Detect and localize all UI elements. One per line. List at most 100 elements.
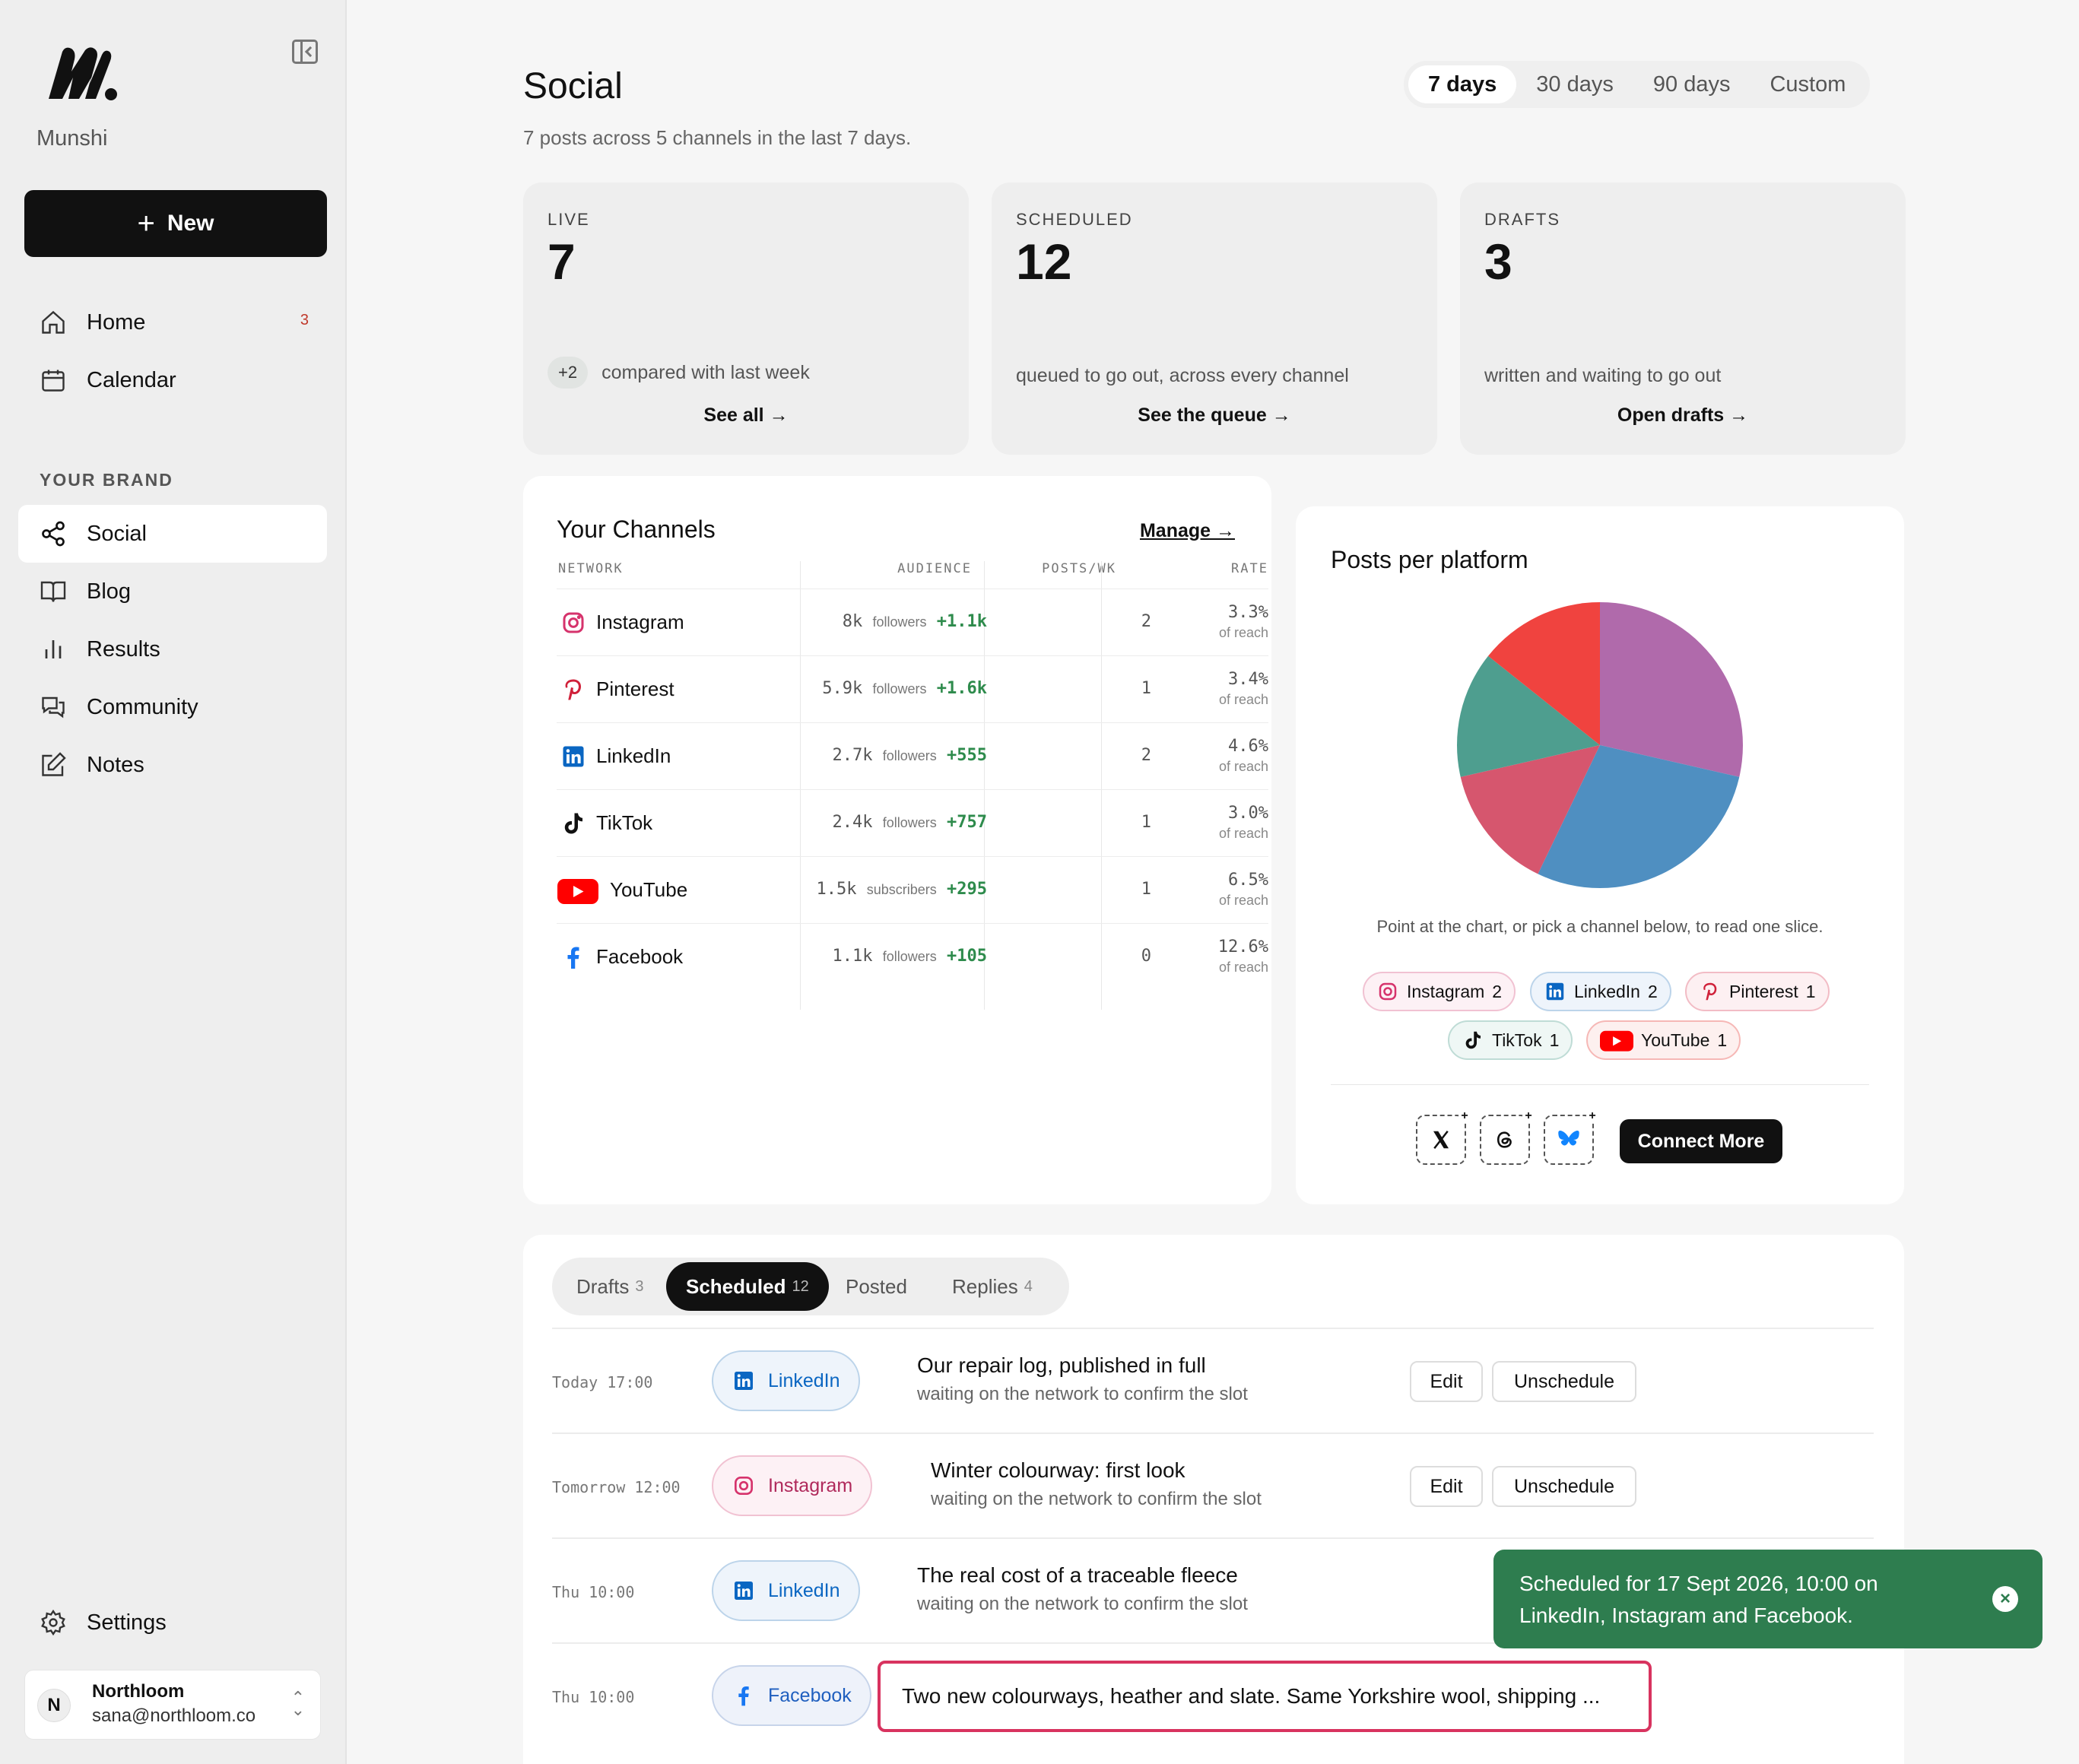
tab-scheduled[interactable]: Scheduled 12 [666, 1262, 829, 1311]
unschedule-button[interactable]: Unschedule [1492, 1466, 1636, 1507]
calendar-icon [42, 370, 65, 392]
network-chip-facebook: Facebook [712, 1665, 871, 1726]
network-label: LinkedIn [768, 1579, 840, 1601]
post-title: The real cost of a traceable fleece [917, 1563, 1238, 1587]
channel-rate: 4.6% of reach [1218, 737, 1268, 774]
stat-value: 3 [1484, 233, 1512, 290]
channel-row[interactable]: Instagram 8k followers +1.1k 2 3.3% of re… [557, 589, 1268, 655]
connect-more-button[interactable]: Connect More [1620, 1119, 1782, 1163]
linkedin-icon [1546, 982, 1564, 1001]
channel-row[interactable]: YouTube 1.5k subscribers +295 1 6.5% of r… [557, 856, 1268, 923]
legend-chip-linkedin[interactable]: LinkedIn 2 [1530, 972, 1671, 1011]
sidebar-item-calendar[interactable]: Calendar [18, 351, 327, 409]
range-tab-30-days[interactable]: 30 days [1536, 71, 1614, 97]
column-header-posts: POSTS/WK [1042, 561, 1116, 576]
channels-panel: Your Channels Manage → NETWORK AUDIENCE … [523, 476, 1271, 1204]
pie-chart[interactable] [1455, 601, 1744, 890]
network-label: Instagram [768, 1474, 853, 1496]
tab-replies[interactable]: Replies 4 [952, 1274, 1033, 1298]
legend-count: 2 [1647, 981, 1658, 1001]
pie-slice-instagram[interactable] [1600, 602, 1743, 777]
column-header-audience: AUDIENCE [897, 561, 972, 576]
legend-chip-pinterest[interactable]: Pinterest 1 [1685, 972, 1830, 1011]
legend-count: 1 [1805, 981, 1816, 1001]
channel-row[interactable]: Facebook 1.1k followers +105 0 12.6% of r… [557, 923, 1268, 990]
collapse-sidebar-icon[interactable] [292, 40, 318, 64]
pie-slice-pinterest[interactable] [1460, 745, 1600, 874]
open-drafts-link[interactable]: Open drafts → [1617, 405, 1749, 426]
legend-count: 2 [1492, 981, 1503, 1001]
toast-message: Scheduled for 17 Sept 2026, 10:00 on Lin… [1519, 1572, 1878, 1627]
tab-drafts[interactable]: Drafts 3 [576, 1274, 644, 1298]
pie-slice-youtube[interactable] [1488, 602, 1600, 745]
legend-count: 1 [1717, 1030, 1728, 1050]
queue-tabs: Drafts 3 Scheduled 12 Posted Replies 4 [552, 1258, 1069, 1315]
divider [1331, 1084, 1869, 1085]
munshi-logo[interactable] [46, 44, 119, 103]
legend-chip-youtube[interactable]: YouTube 1 [1586, 1020, 1741, 1060]
date-range-tabs: 7 days 30 days 90 days Custom [1404, 61, 1871, 108]
instagram-icon [563, 612, 584, 633]
pie-slice-tiktok[interactable] [1457, 655, 1600, 777]
sidebar-item-blog[interactable]: Blog [18, 563, 327, 620]
tab-posted[interactable]: Posted [846, 1274, 907, 1298]
sidebar-item-results[interactable]: Results [18, 620, 327, 678]
channel-rate: 3.0% of reach [1218, 804, 1268, 841]
post-status: waiting on the network to confirm the sl… [917, 1384, 1248, 1404]
stat-card-live: LIVE 7 +2 compared with last week See al… [523, 182, 969, 455]
channel-audience: 8k followers +1.1k [842, 612, 987, 631]
queue-row[interactable]: Thu 10:00 LinkedIn The real cost of a tr… [552, 1537, 1874, 1642]
legend-chip-tiktok[interactable]: TikTok 1 [1448, 1020, 1573, 1060]
facebook-icon [567, 947, 579, 969]
sidebar-item-community[interactable]: Community [18, 678, 327, 736]
queue-row[interactable]: Today 17:00 LinkedIn Our repair log, pub… [552, 1328, 1874, 1432]
network-chip-linkedin: LinkedIn [712, 1560, 860, 1621]
sidebar-item-settings[interactable]: Settings [18, 1594, 327, 1651]
chevron-up-down-icon: ⌃ ⌄ [290, 1688, 305, 1719]
channels-title: Your Channels [557, 516, 716, 543]
stat-label: DRAFTS [1484, 210, 1560, 229]
channel-audience: 2.7k followers +555 [832, 746, 988, 765]
new-button[interactable]: + New [24, 190, 327, 257]
bar-chart-icon [45, 640, 62, 658]
range-tab-90-days[interactable]: 90 days [1652, 71, 1731, 97]
manage-link[interactable]: Manage → [1139, 520, 1235, 541]
add-threads-button[interactable]: + [1480, 1110, 1535, 1165]
channel-row[interactable]: LinkedIn 2.7k followers +555 2 4.6% of re… [557, 722, 1268, 789]
add-bluesky-button[interactable]: + [1544, 1110, 1598, 1165]
see-all-link[interactable]: See all → [703, 405, 789, 426]
channel-posts: 1 [1141, 679, 1151, 698]
add-x-button[interactable]: + [1416, 1110, 1471, 1165]
queue-row[interactable]: Tomorrow 12:00 Instagram Winter colourwa… [552, 1432, 1874, 1537]
channel-name: LinkedIn [596, 744, 671, 767]
sidebar-item-home[interactable]: Home 3 [18, 293, 327, 351]
threads-icon [1497, 1131, 1512, 1148]
stat-card-scheduled: SCHEDULED 12 queued to go out, across ev… [992, 182, 1437, 455]
channel-row[interactable]: Pinterest 5.9k followers +1.6k 1 3.4% of … [557, 655, 1268, 722]
edit-button[interactable]: Edit [1410, 1466, 1483, 1507]
range-tab-custom[interactable]: Custom [1770, 71, 1846, 97]
sidebar-item-notes[interactable]: Notes [18, 736, 327, 794]
edit-button[interactable]: Edit [1410, 1361, 1483, 1402]
post-title-editable[interactable]: Two new colourways, heather and slate. S… [878, 1661, 1652, 1732]
channel-audience: 5.9k followers +1.6k [822, 679, 987, 698]
channel-rate: 6.5% of reach [1218, 871, 1268, 908]
linkedin-icon [563, 746, 584, 767]
unschedule-button[interactable]: Unschedule [1492, 1361, 1636, 1402]
account-switcher[interactable]: N Northloom sana@northloom.co ⌃ ⌄ [24, 1670, 321, 1740]
sidebar-item-social[interactable]: Social [18, 505, 327, 563]
legend-chip-instagram[interactable]: Instagram 2 [1363, 972, 1516, 1011]
plus-icon: + [137, 207, 155, 240]
avatar: N [37, 1689, 71, 1722]
range-tab-7-days[interactable]: 7 days [1408, 65, 1517, 103]
channel-posts: 1 [1141, 813, 1151, 832]
chart-hint: Point at the chart, or pick a channel be… [1376, 917, 1823, 936]
post-time: Tomorrow 12:00 [552, 1478, 681, 1496]
pie-slice-linkedin[interactable] [1538, 745, 1740, 888]
see-queue-link[interactable]: See the queue → [1138, 405, 1291, 426]
channel-audience: 1.1k followers +105 [832, 947, 988, 966]
channel-row[interactable]: TikTok 2.4k followers +757 1 3.0% of reac… [557, 789, 1268, 856]
sidebar-item-label: Social [87, 521, 147, 546]
close-icon[interactable]: × [1992, 1586, 2018, 1612]
channel-name: TikTok [596, 811, 653, 834]
